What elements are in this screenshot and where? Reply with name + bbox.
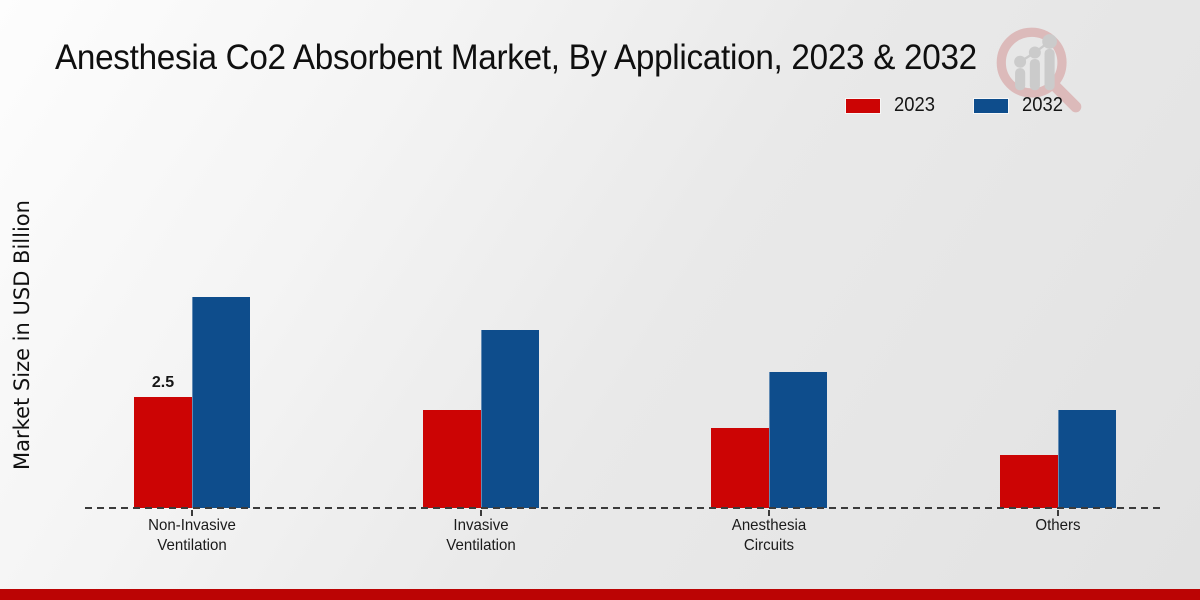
category-label-others: Others	[1035, 517, 1081, 534]
bar-value-label: 2.5	[151, 374, 175, 391]
bar-2023-non-invasive-ventilation	[134, 397, 192, 508]
chart-title: Anesthesia Co2 Absorbent Market, By Appl…	[55, 38, 977, 77]
bar-2032-non-invasive-ventilation	[192, 297, 250, 508]
category-label-non-invasive-ventilation: Non-Invasive Ventilation	[148, 517, 236, 554]
legend-label-2023: 2023	[894, 94, 935, 116]
x-axis-tick	[479, 510, 482, 516]
bar-group-non-invasive-ventilation	[134, 297, 250, 508]
brand-watermark-logo	[996, 27, 1082, 113]
legend-swatch-2023-icon	[845, 97, 881, 114]
legend-item-2032: 2032	[972, 94, 1067, 117]
legend: 2023 2032	[845, 94, 1066, 117]
x-axis-tick	[191, 510, 193, 516]
plot-area: 2.5 Non-Invasive Ventilation Invasive Ventil…	[85, 170, 1165, 554]
bar-2023-invasive-ventilation	[422, 410, 481, 508]
bar-group-others	[999, 410, 1116, 508]
bar-2023-anesthesia-circuits	[711, 428, 770, 508]
growth-bars-icon	[1014, 34, 1057, 91]
x-axis-tick	[1056, 510, 1059, 516]
legend-swatch-2032-icon	[972, 97, 1009, 114]
bar-2032-anesthesia-circuits	[769, 372, 828, 508]
bar-2023-others	[999, 455, 1058, 508]
bottom-accent-bar	[0, 589, 1200, 600]
bar-group-invasive-ventilation	[422, 330, 539, 508]
bar-group-anesthesia-circuits	[711, 372, 828, 508]
category-label-anesthesia-circuits: Anesthesia Circuits	[732, 517, 807, 554]
category-label-invasive-ventilation: Invasive Ventilation	[445, 517, 516, 554]
y-axis-label: Market Size in USD Billion	[10, 200, 34, 470]
x-axis-baseline	[85, 507, 1165, 509]
x-axis-tick	[768, 510, 771, 516]
bar-2032-invasive-ventilation	[480, 330, 539, 508]
magnifier-icon	[996, 27, 1082, 113]
bar-2032-others	[1057, 410, 1116, 508]
legend-item-2023: 2023	[845, 94, 939, 117]
legend-label-2032: 2032	[1021, 94, 1063, 116]
